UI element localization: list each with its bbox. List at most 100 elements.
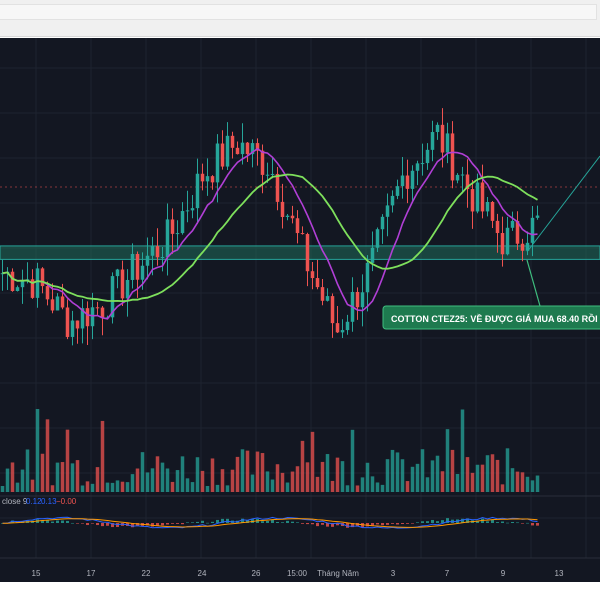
candle-body [410,170,415,189]
candle-body [245,142,250,155]
volume-layer [0,409,540,492]
volume-bar [440,471,445,492]
volume-bar [60,462,65,492]
price-chart[interactable]: close 9 0.12 0.13 −0.00 COTTON CTEZ25: V… [0,38,600,582]
candle-body [365,262,370,293]
time-axis[interactable]: 15 17 22 24 26 15:00 Tháng Năm 3 7 9 13 [32,569,564,578]
macd-histogram-bar [286,520,289,523]
volume-bar [110,482,115,492]
candle-body [145,255,150,266]
volume-bar [315,476,320,492]
macd-histogram-bar [536,523,539,526]
macd-signal-line [2,518,538,528]
macd-histogram-bar [186,522,189,523]
macd-histogram-bar [326,523,329,527]
volume-bar [350,429,355,492]
candle-body [75,320,80,329]
macd-histogram-bar [526,522,529,524]
volume-bar [50,485,55,492]
annotation-callout[interactable]: COTTON CTEZ25: VỀ ĐƯỢC GIÁ MUA 68.40 RỒI [382,305,600,330]
volume-bar [140,452,145,492]
candle-body [480,182,485,212]
x-tick-label: 7 [445,569,450,578]
candle-body [70,320,75,337]
macd-histogram-bar [66,520,69,523]
volume-bar [265,471,270,492]
macd-histogram-bar [501,521,504,523]
candle-body [265,174,270,176]
macd-legend-value-1: 0.12 [26,497,42,506]
macd-histogram-bar [86,523,89,526]
volume-bar [130,474,135,492]
macd-histogram-bar [61,520,64,523]
volume-bar [300,440,305,492]
candle-body [330,296,335,324]
macd-histogram-bar [281,522,284,523]
volume-bar [510,468,515,492]
volume-bar [225,485,230,492]
x-tick-label: 17 [87,569,96,578]
volume-bar [160,462,165,492]
macd-histogram-bar [56,520,59,523]
candle-body [80,308,85,329]
volume-bar [330,480,335,492]
volume-bar [15,482,20,492]
volume-bar [410,466,415,492]
volume-bar [370,476,375,492]
macd-histogram-bar [416,522,419,523]
candle-body [90,307,95,327]
volume-bar [380,484,385,492]
candle-body [110,276,115,318]
x-tick-label: 15 [32,569,41,578]
macd-histogram-bar [406,523,409,524]
candle-body [470,189,475,212]
macd-histogram-bar [176,523,179,524]
candle-body [415,163,420,171]
candle-body [55,296,60,311]
volume-bar [210,458,215,492]
candle-body [20,280,25,288]
volume-bar [250,474,255,492]
macd-histogram-bar [201,520,204,523]
volume-bar [215,484,220,492]
macd-histogram-bar [411,523,414,524]
volume-bar [305,462,310,492]
volume-bar [460,409,465,492]
candle-body [200,173,205,182]
trading-chart-panel[interactable]: close 9 0.12 0.13 −0.00 COTTON CTEZ25: V… [0,38,600,582]
macd-histogram-bar [301,523,304,524]
volume-bar [105,482,110,492]
x-tick-label: 15:00 [287,569,308,578]
volume-bar [530,480,535,492]
candle-body [435,124,440,133]
candle-body [495,220,500,234]
candle-body [35,268,40,298]
macd-histogram-bar [51,521,54,523]
volume-bar [185,478,190,492]
macd-histogram-bar [161,523,164,526]
volume-bar [475,464,480,492]
volume-bar [65,429,70,492]
macd-histogram-bar [306,523,309,525]
volume-bar [295,466,300,492]
macd-histogram-bar [41,520,44,523]
volume-bar [515,471,520,492]
candle-body [400,175,405,187]
candle-body [95,307,100,309]
x-tick-label: Tháng Năm [317,569,359,578]
candle-body [385,205,390,217]
candle-body [115,269,120,277]
candle-body [250,143,255,155]
candle-body [300,233,305,235]
volume-bar [375,482,380,492]
volume-bar [85,481,90,492]
volume-bar [280,472,285,492]
candle-body [190,208,195,211]
candle-body [230,135,235,148]
macd-histogram-bar [216,519,219,523]
candle-body [535,215,540,218]
candle-body [295,218,300,234]
macd-histogram-bar [531,523,534,526]
macd-histogram-bar [426,521,429,523]
macd-histogram-bar [76,523,79,524]
